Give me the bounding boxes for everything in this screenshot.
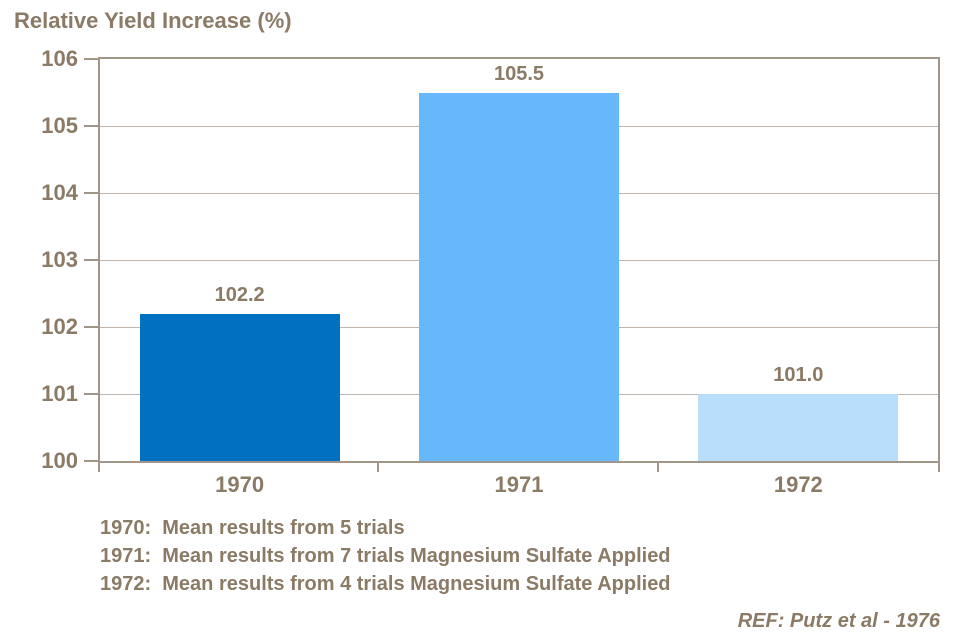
y-axis-label-104: 104 xyxy=(41,180,78,205)
x-axis-tick xyxy=(377,461,380,472)
x-axis-label-1972: 1972 xyxy=(773,472,823,497)
y-axis-label-102: 102 xyxy=(41,314,78,339)
y-axis-label-100: 100 xyxy=(41,448,78,473)
y-axis-tick xyxy=(84,393,98,395)
bar-value-label-1972: 101.0 xyxy=(773,364,824,386)
bar-value-label-1971: 105.5 xyxy=(493,62,545,85)
bar-1970 xyxy=(139,313,340,461)
y-axis-label-106: 106 xyxy=(41,46,78,71)
bar-1971 xyxy=(419,92,619,461)
y-axis-label-103: 103 xyxy=(41,247,78,272)
y-axis-tick xyxy=(84,58,98,60)
chart-title: Relative Yield Increase (%) xyxy=(14,8,292,33)
x-axis-tick xyxy=(938,461,940,472)
note-line: 1971: Mean results from 7 trials Magnesi… xyxy=(100,545,671,567)
bar-1972 xyxy=(698,394,899,461)
y-axis-label-101: 101 xyxy=(41,381,78,406)
note-line: 1972: Mean results from 4 trials Magnesi… xyxy=(100,573,671,595)
y-axis-tick xyxy=(84,125,98,127)
y-axis-tick xyxy=(84,192,98,194)
x-axis-label-1970: 1970 xyxy=(215,472,265,497)
bar-value-label-1970: 102.2 xyxy=(214,283,265,306)
y-axis-tick xyxy=(84,460,98,462)
y-axis-tick xyxy=(84,326,98,328)
x-axis-tick xyxy=(98,461,100,472)
chart-notes: 1970: Mean results from 5 trials 1971: Me… xyxy=(100,514,671,598)
plot-area xyxy=(98,57,940,463)
x-axis-label-1971: 1971 xyxy=(494,472,544,497)
y-axis-tick xyxy=(84,259,98,261)
note-line: 1970: Mean results from 5 trials xyxy=(100,517,405,539)
x-axis-tick xyxy=(656,461,659,472)
reference-citation: REF: Putz et al - 1976 xyxy=(737,610,940,632)
y-axis-label-105: 105 xyxy=(41,113,78,138)
